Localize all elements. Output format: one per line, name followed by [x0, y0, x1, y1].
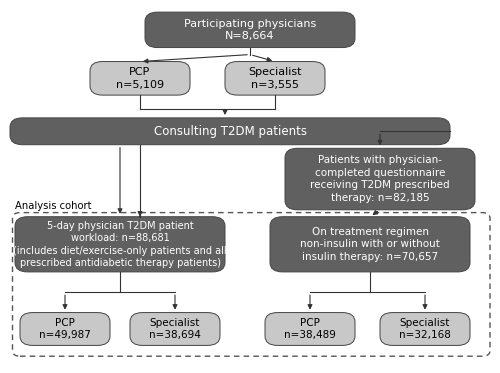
Text: Specialist
n=3,555: Specialist n=3,555	[248, 67, 302, 90]
FancyBboxPatch shape	[265, 313, 355, 345]
Text: Participating physicians
N=8,664: Participating physicians N=8,664	[184, 19, 316, 41]
FancyBboxPatch shape	[225, 62, 325, 95]
FancyBboxPatch shape	[10, 118, 450, 145]
FancyBboxPatch shape	[15, 217, 225, 272]
Text: Specialist
n=32,168: Specialist n=32,168	[399, 318, 451, 340]
Text: Patients with physician-
completed questionnaire
receiving T2DM prescribed
thera: Patients with physician- completed quest…	[310, 156, 450, 203]
FancyBboxPatch shape	[285, 148, 475, 210]
Text: Specialist
n=38,694: Specialist n=38,694	[149, 318, 201, 340]
Text: PCP
n=38,489: PCP n=38,489	[284, 318, 336, 340]
FancyBboxPatch shape	[90, 62, 190, 95]
Text: 5-day physician T2DM patient
workload: n=88,681
(includes diet/exercise-only pat: 5-day physician T2DM patient workload: n…	[13, 221, 227, 268]
Text: Analysis cohort: Analysis cohort	[15, 201, 92, 211]
Text: On treatment regimen
non-insulin with or without
insulin therapy: n=70,657: On treatment regimen non-insulin with or…	[300, 227, 440, 262]
FancyBboxPatch shape	[145, 12, 355, 47]
Text: Consulting T2DM patients: Consulting T2DM patients	[154, 125, 306, 138]
Text: PCP
n=49,987: PCP n=49,987	[39, 318, 91, 340]
Text: PCP
n=5,109: PCP n=5,109	[116, 67, 164, 90]
FancyBboxPatch shape	[380, 313, 470, 345]
FancyBboxPatch shape	[20, 313, 110, 345]
FancyBboxPatch shape	[270, 217, 470, 272]
FancyBboxPatch shape	[130, 313, 220, 345]
